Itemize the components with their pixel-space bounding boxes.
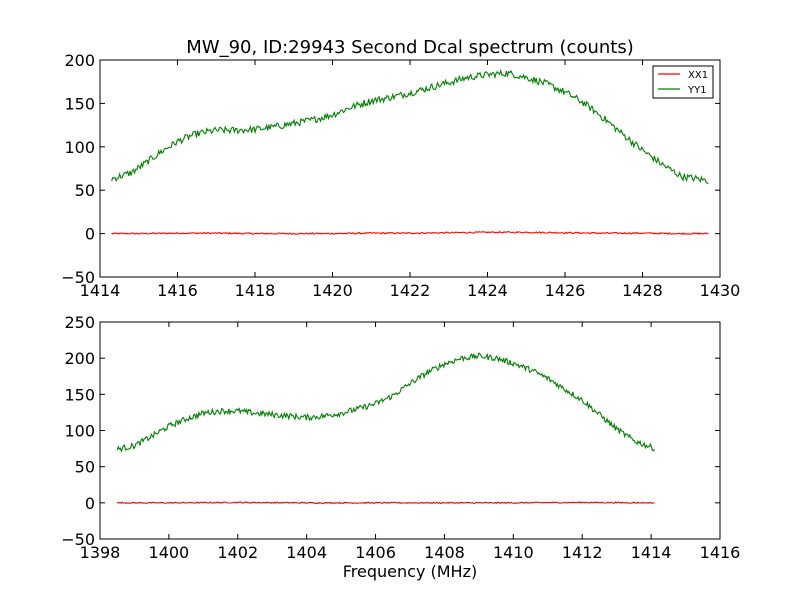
legend: XX1 YY1 [652, 65, 714, 99]
legend-label-xx1: XX1 [688, 70, 708, 81]
x-tick-label: 1398 [80, 543, 121, 562]
x-axis-label: Frequency (MHz) [343, 562, 477, 581]
y-tick-label: 100 [64, 422, 95, 441]
bottom-spectrum-panel: 1398 1400 1402 1404 1406 1408 1410 1412 1414 1416… [61, 313, 740, 562]
x-tick-label: 1422 [390, 281, 431, 300]
y-tick-label: 200 [64, 51, 95, 70]
series-line-xx1 [116, 501, 655, 505]
x-tick-label: 1406 [355, 543, 396, 562]
y-tick-label: −50 [61, 268, 95, 287]
series-line-xx1 [111, 230, 709, 236]
x-tick-label: 1424 [467, 281, 508, 300]
x-tick-label: 1418 [235, 281, 276, 300]
legend-frame [652, 65, 714, 99]
y-tick-label: 150 [64, 385, 95, 404]
y-tick-label: 150 [64, 94, 95, 113]
x-tick-label: 1412 [562, 543, 603, 562]
plot-frame [99, 321, 721, 540]
top-spectrum-panel: 1414 1416 1418 1420 1422 1424 1426 1428 1430 −50 0… [61, 51, 740, 300]
y-tick-label: 50 [75, 458, 95, 477]
x-tick-label: 1414 [80, 281, 121, 300]
y-tick-label: 100 [64, 138, 95, 157]
x-tick-label: 1408 [424, 543, 465, 562]
y-tick-label: −50 [61, 530, 95, 549]
x-tick-label: 1414 [631, 543, 672, 562]
series-line-yy1 [111, 68, 709, 185]
figure-title: MW_90, ID:29943 Second Dcal spectrum (co… [186, 37, 633, 58]
x-tick-label: 1416 [700, 543, 741, 562]
x-tick-label: 1400 [149, 543, 190, 562]
y-tick-label: 50 [75, 181, 95, 200]
series-line-yy1 [116, 352, 656, 453]
x-tick-label: 1426 [545, 281, 586, 300]
x-tick-label: 1402 [217, 543, 258, 562]
x-tick-label: 1410 [493, 543, 534, 562]
y-tick-label: 0 [85, 225, 95, 244]
x-tick-label: 1416 [157, 281, 198, 300]
y-tick-label: 200 [64, 349, 95, 368]
y-tick-label: 250 [64, 313, 95, 332]
plot-frame [99, 59, 721, 278]
y-tick-label: 0 [85, 494, 95, 513]
x-tick-label: 1404 [286, 543, 327, 562]
x-tick-label: 1430 [700, 281, 741, 300]
x-tick-label: 1428 [622, 281, 663, 300]
x-tick-label: 1420 [312, 281, 353, 300]
legend-label-yy1: YY1 [687, 85, 707, 96]
